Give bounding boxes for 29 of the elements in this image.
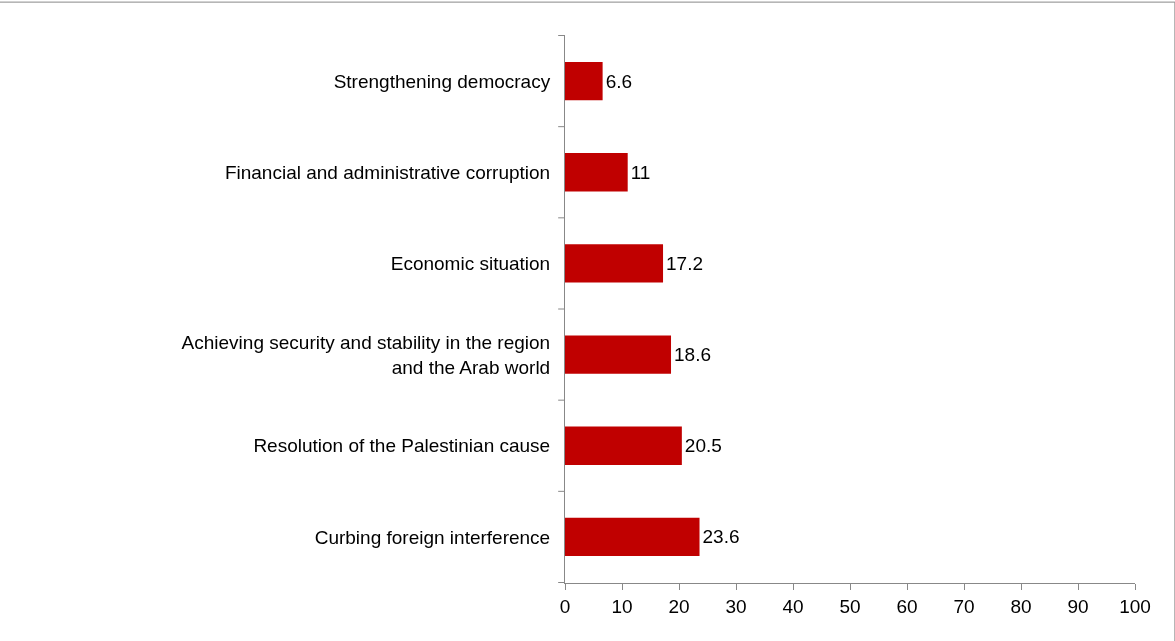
bar [565,244,664,283]
data-label: 18.6 [674,344,711,366]
data-label: 20.5 [684,435,722,457]
y-tick-label: Resolution of the Palestinian cause [253,435,551,457]
y-tick-label: Achieving security and stability in the region and the Arab world [181,331,551,378]
data-label: 23.6 [702,526,740,548]
x-tick-label: 60 [896,595,918,617]
y-tick-label: Strengthening democracy [333,70,551,92]
bar [565,335,672,374]
x-tick-label: 80 [1010,595,1032,617]
x-tick-label: 70 [953,595,975,617]
x-tick-label: 30 [725,595,747,617]
y-tick-label: Curbing foreign interference [314,526,551,548]
y-tick-label: Economic situation [390,253,551,275]
x-tick-label: 100 [1119,595,1151,617]
x-tick-label: 40 [782,595,804,617]
x-tick-label: 90 [1067,595,1089,617]
bar [565,517,700,557]
bar [565,61,603,101]
x-tick-label: 20 [668,595,690,617]
x-tick-label: 50 [839,595,861,617]
y-tick-label: Financial and administrative corruption [224,161,551,183]
bar [565,426,682,465]
data-label: 11 [630,161,651,183]
x-tick-label: 10 [611,595,633,617]
data-label: 6.6 [605,70,633,92]
bar [565,153,628,192]
data-label: 17.2 [666,252,704,274]
x-tick-label: 0 [559,595,571,617]
